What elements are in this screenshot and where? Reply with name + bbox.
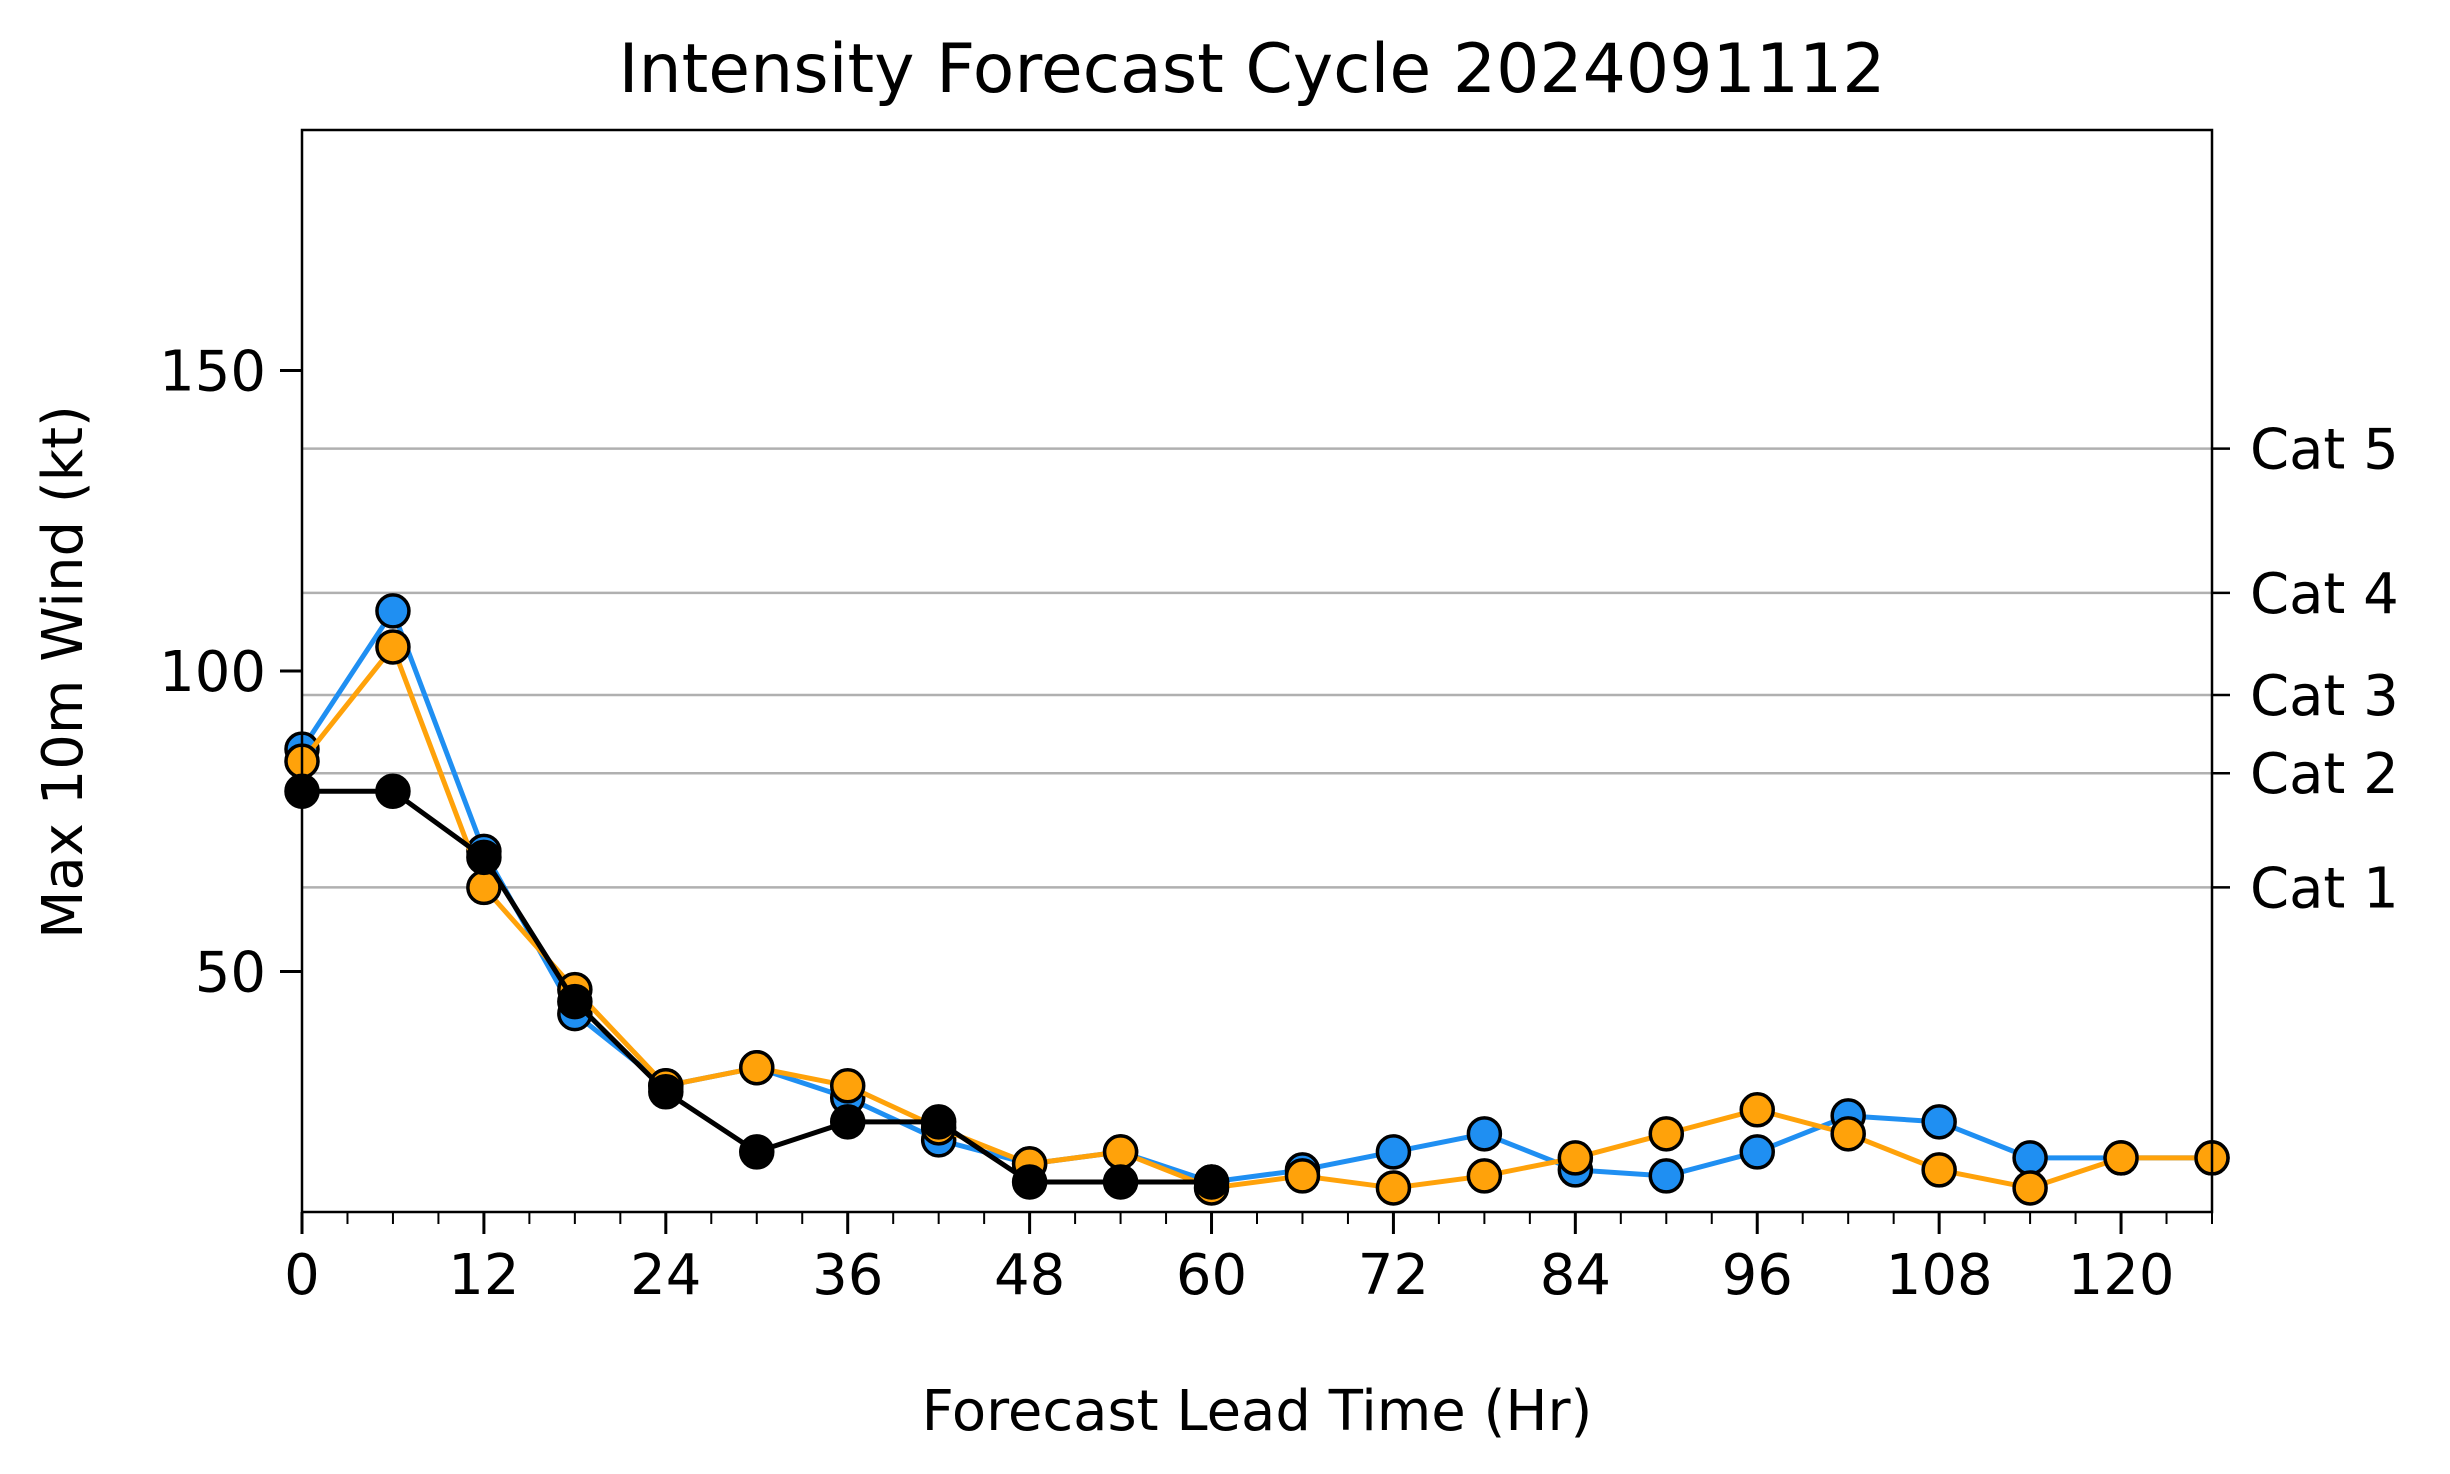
x-tick-label: 108 (1886, 1243, 1993, 1308)
series-point (1102, 1164, 1139, 1200)
category-label: Cat 5 (2250, 418, 2399, 483)
series-point (1557, 1140, 1594, 1176)
series-point (557, 983, 593, 1020)
category-label: Cat 1 (2250, 856, 2399, 921)
plot-frame (300, 128, 2214, 1214)
series-point (1648, 1116, 1685, 1152)
category-label: Cat 4 (2250, 562, 2399, 627)
series-point (1375, 1170, 1412, 1206)
series-0 (284, 593, 2230, 1200)
x-axis: 0 12 24 36 48 60 72 84 96 108 120 (284, 1212, 2213, 1308)
x-tick-label: 120 (2068, 1243, 2175, 1308)
x-tick-label: 24 (630, 1243, 701, 1308)
series-point (1102, 1134, 1139, 1170)
chart-title: Intensity Forecast Cycle 2024091112 (618, 30, 1885, 109)
series-point (739, 1049, 775, 1086)
series-point (1011, 1164, 1048, 1200)
series-layer (284, 593, 2230, 1206)
y-axis-label: Max 10m Wind (kt) (31, 405, 96, 939)
series-point (1648, 1158, 1685, 1194)
y-axis: 50 100 150 (159, 339, 302, 1006)
series-point (1921, 1104, 1957, 1140)
y-tick-label: 50 (195, 941, 266, 1006)
x-tick-label: 72 (1358, 1243, 1429, 1308)
series-point (2012, 1170, 2048, 1206)
x-tick-label: 96 (1722, 1243, 1793, 1308)
series-point (1921, 1152, 1957, 1188)
series-point (920, 1104, 957, 1140)
series-point (1375, 1134, 1412, 1170)
series-point (1466, 1116, 1503, 1152)
x-tick-label: 84 (1540, 1243, 1611, 1308)
x-tick-label: 12 (448, 1243, 519, 1308)
series-line (300, 644, 2212, 1191)
series-point (1466, 1158, 1503, 1194)
series-point (375, 773, 411, 809)
series-point (1739, 1092, 1775, 1128)
x-tick-label: 60 (1176, 1243, 1247, 1308)
series-point (375, 593, 411, 629)
x-tick-label: 48 (994, 1243, 1065, 1308)
category-label: Cat 3 (2250, 664, 2399, 729)
category-label: Cat 2 (2250, 742, 2399, 807)
x-tick-label: 36 (812, 1243, 883, 1308)
series-point (375, 629, 411, 665)
series-point (739, 1134, 775, 1170)
series-point (2103, 1140, 2139, 1176)
category-lines (302, 447, 2212, 889)
x-tick-label: 0 (284, 1243, 320, 1308)
category-axis: Cat 1 Cat 2 Cat 3 Cat 4 Cat 5 (2212, 418, 2399, 921)
series-point (1739, 1134, 1775, 1170)
series-point (1284, 1158, 1321, 1194)
series-point (1830, 1116, 1866, 1152)
x-axis-label: Forecast Lead Time (Hr) (922, 1379, 1593, 1444)
y-tick-label: 150 (159, 339, 266, 404)
series-point (829, 1068, 866, 1104)
series-2 (284, 773, 1230, 1200)
series-line (302, 788, 1212, 1185)
series-point (1193, 1164, 1230, 1200)
series-point (2012, 1140, 2048, 1176)
series-point (466, 839, 502, 876)
series-line (299, 608, 2212, 1185)
y-tick-label: 100 (159, 640, 266, 705)
series-point (648, 1074, 684, 1110)
series-point (829, 1104, 866, 1140)
